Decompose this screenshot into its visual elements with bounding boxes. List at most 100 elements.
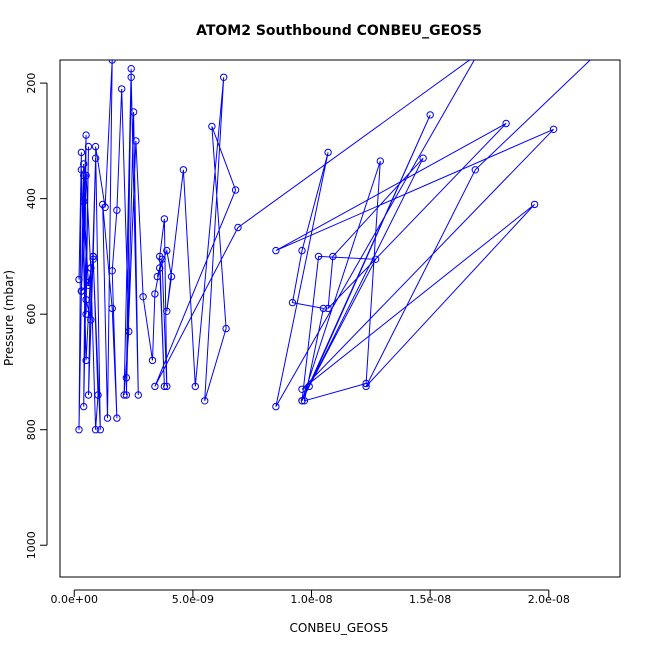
- data-point: [94, 391, 102, 399]
- data-point: [82, 356, 90, 365]
- data-point: [156, 264, 164, 272]
- data-point: [300, 397, 309, 405]
- x-tick-label: 5.0e-09: [172, 593, 214, 606]
- data-point: [125, 327, 133, 336]
- data-point: [84, 278, 93, 287]
- data-point: [362, 379, 370, 388]
- y-tick-label: 1000: [25, 531, 38, 559]
- x-tick-label: 2.0e-08: [528, 593, 570, 606]
- data-point: [179, 166, 188, 174]
- data-point: [160, 382, 169, 391]
- x-tick-label: 0.0e+00: [50, 593, 97, 606]
- data-point: [132, 137, 140, 145]
- data-point: [82, 296, 90, 304]
- data-point: [84, 142, 93, 151]
- y-axis-label: Pressure (mbar): [2, 270, 16, 366]
- data-point: [167, 272, 176, 281]
- data-point: [89, 252, 97, 261]
- data-point: [158, 255, 166, 263]
- y-tick-label: 800: [25, 419, 38, 440]
- data-point: [272, 246, 280, 255]
- plot-frame: [59, 59, 621, 578]
- data-point: [419, 154, 427, 162]
- data-point: [139, 293, 147, 301]
- data-point: [160, 215, 169, 223]
- data-point: [208, 122, 216, 131]
- data-series: [75, 60, 591, 434]
- data-point: [82, 131, 90, 139]
- data-point: [91, 154, 100, 162]
- data-point: [502, 119, 510, 128]
- data-point: [272, 402, 280, 411]
- y-tick-label: 400: [25, 188, 38, 209]
- data-point: [329, 252, 337, 261]
- data-point: [80, 402, 88, 411]
- data-point: [127, 73, 135, 82]
- data-point: [134, 391, 143, 399]
- data-point: [84, 391, 93, 399]
- data-point: [108, 60, 116, 64]
- data-point: [376, 157, 384, 165]
- data-point: [201, 397, 209, 405]
- data-point: [371, 255, 380, 263]
- data-point: [314, 252, 323, 261]
- data-point: [89, 255, 97, 263]
- data-point: [113, 414, 121, 422]
- y-tick-label: 600: [25, 304, 38, 325]
- data-point: [103, 414, 112, 422]
- data-point: [96, 426, 105, 434]
- data-point: [75, 426, 83, 434]
- data-point: [305, 382, 313, 391]
- x-tick-label: 1.5e-08: [409, 593, 451, 606]
- data-point: [80, 197, 88, 206]
- data-point: [362, 382, 370, 391]
- data-point: [298, 246, 306, 255]
- data-point: [129, 108, 138, 116]
- data-point: [120, 391, 128, 399]
- data-point: [151, 290, 159, 298]
- data-point: [191, 382, 200, 391]
- data-point: [324, 304, 332, 313]
- data-point: [319, 304, 328, 313]
- x-tick-label: 1.0e-08: [290, 593, 332, 606]
- x-axis: 0.0e+00 5.0e-09 1.0e-08 1.5e-08 2.0e-08: [50, 589, 570, 606]
- data-point: [113, 206, 121, 214]
- data-point: [549, 125, 558, 134]
- data-point: [222, 324, 230, 333]
- data-point: [151, 382, 159, 391]
- data-point: [288, 298, 297, 307]
- data-point: [77, 287, 86, 295]
- data-point: [87, 316, 95, 324]
- data-point: [122, 391, 131, 399]
- data-point: [426, 111, 434, 119]
- chart-title: ATOM2 Southbound CONBEU_GEOS5: [196, 23, 482, 39]
- data-point: [234, 223, 242, 232]
- data-point: [163, 382, 171, 391]
- data-point: [75, 275, 83, 284]
- data-point: [471, 166, 479, 174]
- data-point: [77, 166, 86, 174]
- data-point: [84, 281, 93, 289]
- series-line: [78, 60, 591, 430]
- y-axis: 200 400 600 800 1000: [25, 73, 48, 559]
- data-point: [122, 374, 131, 382]
- data-point: [298, 385, 306, 393]
- data-point: [108, 304, 116, 313]
- data-point: [231, 186, 240, 194]
- data-point: [82, 310, 90, 318]
- y-tick-label: 200: [25, 73, 38, 94]
- data-point: [298, 397, 306, 405]
- data-point: [77, 148, 86, 157]
- data-point: [530, 200, 539, 209]
- data-point: [91, 142, 100, 151]
- data-point: [99, 200, 107, 209]
- data-point: [127, 65, 135, 73]
- data-point: [153, 272, 162, 281]
- data-point: [324, 148, 332, 157]
- data-point: [118, 85, 126, 93]
- data-point: [108, 267, 116, 275]
- data-point: [163, 246, 171, 255]
- data-point: [87, 264, 95, 272]
- data-point: [91, 426, 100, 434]
